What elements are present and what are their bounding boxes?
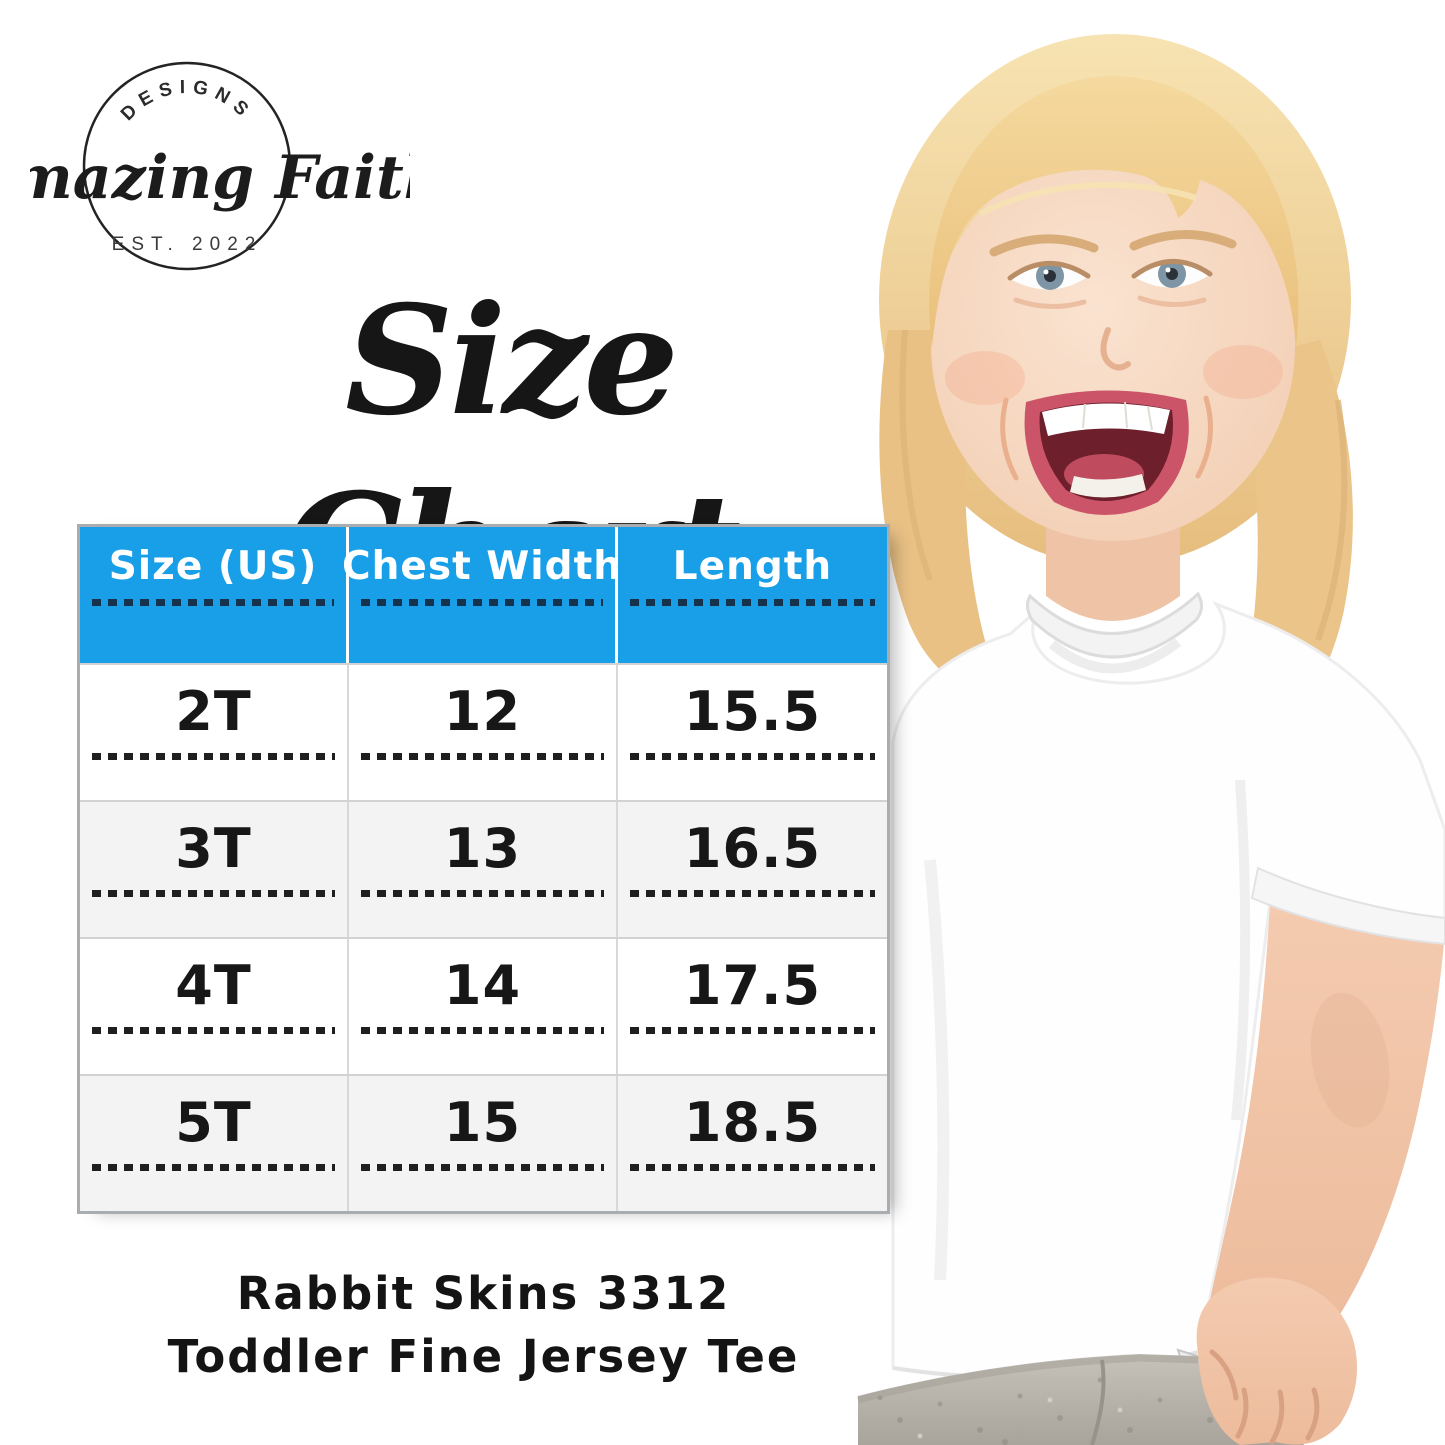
dotted-divider — [92, 1164, 335, 1171]
brand-logo: DESIGNS Amazing Faith EST. 2022 — [30, 61, 410, 271]
product-name-line2: Toddler Fine Jersey Tee — [167, 1330, 800, 1383]
cheek-right — [1203, 345, 1283, 399]
size-chart-table: Size (US) Chest Width Length 2T 12 — [77, 524, 890, 1214]
cell-value: 15.5 — [683, 680, 822, 743]
header-cell-length: Length — [618, 527, 887, 663]
dotted-divider — [92, 890, 335, 897]
toddler-arm — [1202, 866, 1445, 1340]
dotted-divider — [630, 890, 875, 897]
table-row-5t: 5T 15 18.5 — [80, 1074, 887, 1211]
cell-value: 15 — [443, 1091, 522, 1154]
table-row-4t: 4T 14 17.5 — [80, 937, 887, 1074]
logo-circle — [82, 61, 292, 271]
cell-value: 2T — [175, 680, 252, 743]
table-cell: 17.5 — [618, 939, 887, 1074]
dotted-divider — [92, 1027, 335, 1034]
dotted-divider — [361, 1027, 604, 1034]
eye-left — [1007, 261, 1091, 310]
dotted-divider — [630, 753, 875, 760]
cell-value: 14 — [443, 954, 522, 1017]
eye-right — [1131, 259, 1213, 308]
logo-designs-text: DESIGNS — [117, 77, 257, 125]
table-cell: 13 — [349, 802, 618, 937]
table-row-2t: 2T 12 15.5 — [80, 663, 887, 800]
mouth — [1024, 390, 1189, 515]
table-cell: 16.5 — [618, 802, 887, 937]
table-cell: 18.5 — [618, 1076, 887, 1211]
cell-value: 5T — [175, 1091, 252, 1154]
logo-brand-name: Amazing Faith — [30, 143, 410, 213]
nose — [1100, 327, 1131, 371]
logo-est-text: EST. 2022 — [112, 234, 263, 255]
dotted-divider — [630, 1027, 875, 1034]
dotted-divider — [361, 890, 604, 897]
product-name: Rabbit Skins 3312 Toddler Fine Jersey Te… — [77, 1262, 890, 1388]
dotted-divider — [361, 599, 603, 606]
eyebrow-right — [1129, 229, 1237, 251]
cell-value: 3T — [175, 817, 252, 880]
collar — [1025, 591, 1203, 659]
product-name-line1: Rabbit Skins 3312 — [236, 1267, 731, 1320]
header-cell-size: Size (US) — [80, 527, 349, 663]
cell-value: 12 — [443, 680, 522, 743]
table-row-3t: 3T 13 16.5 — [80, 800, 887, 937]
dotted-divider — [630, 599, 875, 606]
table-cell: 3T — [80, 802, 349, 937]
table-cell: 2T — [80, 665, 349, 800]
toddler-hand — [1196, 1277, 1358, 1445]
dotted-divider — [92, 599, 334, 606]
header-cell-chest-width: Chest Width — [342, 527, 621, 663]
cell-value: 13 — [443, 817, 522, 880]
table-cell: 15.5 — [618, 665, 887, 800]
dotted-divider — [361, 1164, 604, 1171]
hair-fringe — [929, 76, 1299, 348]
cell-value: 17.5 — [683, 954, 822, 1017]
table-cell: 14 — [349, 939, 618, 1074]
cell-value: 4T — [175, 954, 252, 1017]
cell-value: 16.5 — [683, 817, 822, 880]
table-cell: 5T — [80, 1076, 349, 1211]
column-label: Size (US) — [108, 544, 318, 589]
dotted-divider — [92, 753, 335, 760]
eyebrow-left — [989, 234, 1099, 257]
cell-value: 18.5 — [683, 1091, 822, 1154]
cheek-left — [945, 351, 1025, 405]
column-label: Chest Width — [342, 544, 622, 589]
toddler-tshirt — [891, 591, 1445, 1419]
table-cell: 4T — [80, 939, 349, 1074]
column-label: Length — [672, 544, 833, 589]
table-cell: 15 — [349, 1076, 618, 1211]
toddler-jeans — [857, 1354, 1304, 1445]
table-cell: 12 — [349, 665, 618, 800]
dotted-divider — [630, 1164, 875, 1171]
toddler-face — [929, 76, 1299, 541]
dotted-divider — [361, 753, 604, 760]
table-header-row: Size (US) Chest Width Length — [80, 527, 887, 663]
